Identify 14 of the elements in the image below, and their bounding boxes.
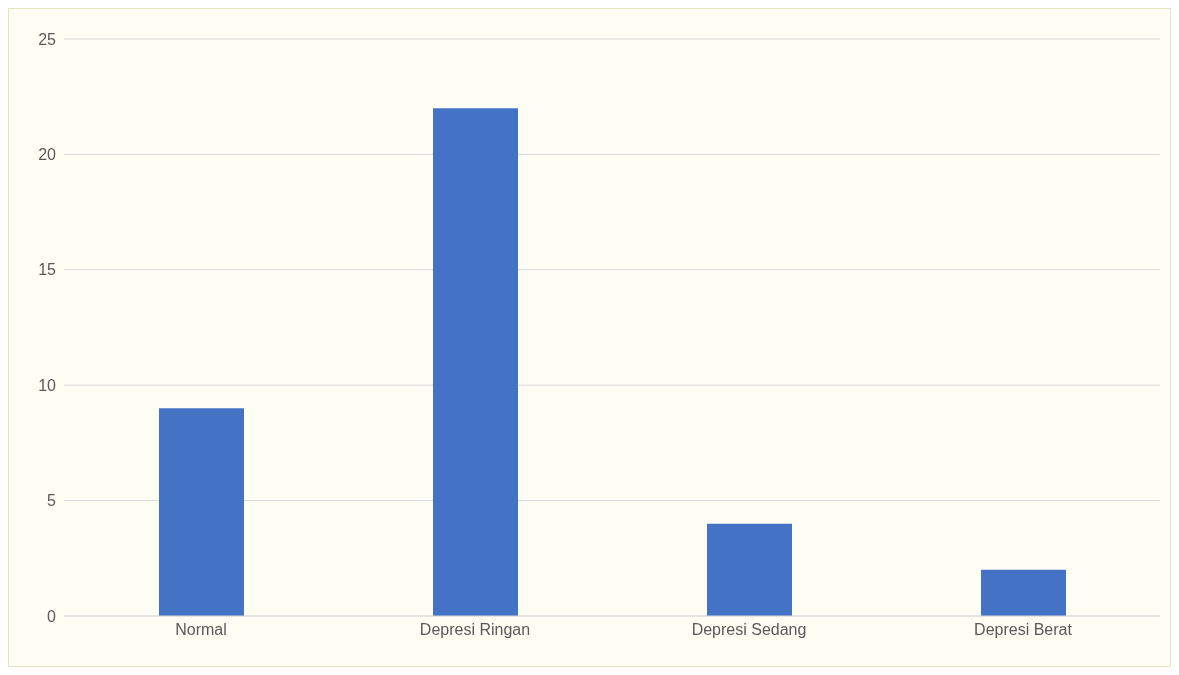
bar	[159, 408, 244, 616]
y-tick-label: 25	[38, 30, 57, 48]
x-tick-label: Depresi Ringan	[419, 621, 531, 639]
bar	[981, 569, 1066, 616]
y-tick-label: 15	[38, 261, 57, 279]
y-tick-label: 0	[47, 607, 57, 625]
x-tick-label: Depresi Berat	[974, 621, 1073, 639]
y-tick-label: 20	[38, 146, 57, 164]
x-tick-label: Depresi Sedang	[691, 621, 807, 639]
y-tick-label: 5	[47, 492, 57, 510]
bar	[707, 523, 792, 616]
bar	[433, 108, 518, 616]
y-tick-label: 10	[38, 376, 57, 394]
x-tick-label: Normal	[175, 621, 227, 639]
